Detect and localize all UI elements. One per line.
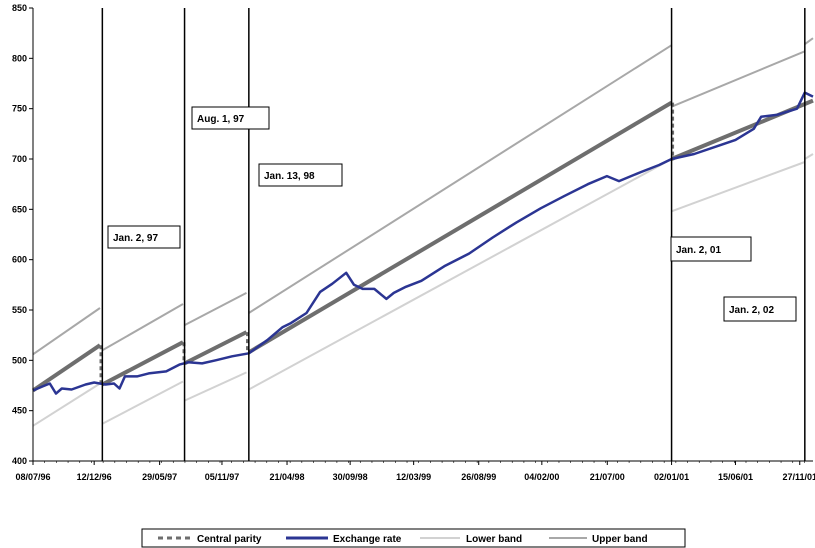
central-parity-segment-4 <box>247 100 673 355</box>
y-tick-label-700: 700 <box>12 154 27 164</box>
x-tick-label-5: 21/04/98 <box>270 472 305 482</box>
x-tick-label-4: 05/11/97 <box>205 472 240 482</box>
annotation-box-1 <box>107 225 181 249</box>
x-tick-label-9: 04/02/00 <box>524 472 559 482</box>
y-tick-label-850: 850 <box>12 3 27 13</box>
central-parity-segment-3 <box>183 330 248 366</box>
lower-band-segment-5 <box>671 161 806 213</box>
annotation-label-5: Jan. 2, 02 <box>729 305 774 316</box>
y-tick-label-650: 650 <box>12 204 27 214</box>
legend: Central parity Exchange rate Lower band Upp… <box>141 528 686 548</box>
upper-band-segment-3 <box>184 292 247 326</box>
lower-band-segment-2 <box>101 380 184 425</box>
lower-band-segment-1 <box>32 382 101 427</box>
annotations-layer: Jan. 2, 97 Aug. 1, 97 Jan. 13, 98 Jan. 2, 0… <box>107 106 797 322</box>
x-tick-label-11: 02/01/01 <box>654 472 689 482</box>
exchange-rate-line <box>32 91 814 395</box>
x-tick-label-10: 21/07/00 <box>590 472 625 482</box>
x-tick-label-1: 08/07/96 <box>15 472 50 482</box>
event-lines-layer <box>101 8 806 461</box>
annotation-box-5 <box>723 296 797 322</box>
central-parity-segment-1 <box>31 343 102 393</box>
x-tick-label-12: 15/06/01 <box>718 472 753 482</box>
annotation-label-1: Jan. 2, 97 <box>113 233 158 244</box>
upper-band-segment-6 <box>804 37 814 46</box>
annotation-box-2 <box>191 106 270 130</box>
legend-label-exchange-rate: Exchange rate <box>333 534 402 545</box>
x-tick-label-6: 30/09/98 <box>333 472 368 482</box>
y-tick-label-550: 550 <box>12 305 27 315</box>
upper-band-segment-4 <box>248 44 673 314</box>
central-parity-layer <box>31 98 814 393</box>
axes-layer: 400 450 500 550 600 650 700 750 800 850 08/07/96 12… <box>12 3 815 482</box>
exchange-rate-layer <box>32 91 814 395</box>
y-tick-label-500: 500 <box>12 355 27 365</box>
y-tick-label-450: 450 <box>12 406 27 416</box>
legend-box <box>141 528 686 548</box>
x-tick-label-3: 29/05/97 <box>142 472 177 482</box>
bands-layer <box>32 37 814 427</box>
x-tick-label-8: 26/08/99 <box>461 472 496 482</box>
y-tick-label-400: 400 <box>12 456 27 466</box>
annotation-box-3 <box>258 163 343 187</box>
lower-band-segment-4 <box>248 158 673 391</box>
y-tick-label-750: 750 <box>12 104 27 114</box>
legend-label-lower-band: Lower band <box>466 534 522 545</box>
central-parity-segment-2 <box>101 340 184 387</box>
y-tick-label-600: 600 <box>12 255 27 265</box>
annotation-box-4 <box>670 236 752 262</box>
y-tick-label-800: 800 <box>12 53 27 63</box>
legend-label-upper-band: Upper band <box>592 534 648 545</box>
legend-label-central-parity: Central parity <box>197 534 262 545</box>
upper-band-segment-2 <box>101 303 184 352</box>
annotation-label-3: Jan. 13, 98 <box>264 171 315 182</box>
lower-band-segment-3 <box>184 371 247 402</box>
upper-band-segment-1 <box>32 307 101 356</box>
x-tick-label-2: 12/12/96 <box>77 472 112 482</box>
annotation-label-2: Aug. 1, 97 <box>197 114 245 125</box>
annotation-label-4: Jan. 2, 01 <box>676 245 721 256</box>
x-tick-label-7: 12/03/99 <box>396 472 431 482</box>
lower-band-segment-6 <box>804 153 814 160</box>
upper-band-segment-5 <box>671 50 806 108</box>
x-tick-label-13: 27/11/01 <box>782 472 815 482</box>
